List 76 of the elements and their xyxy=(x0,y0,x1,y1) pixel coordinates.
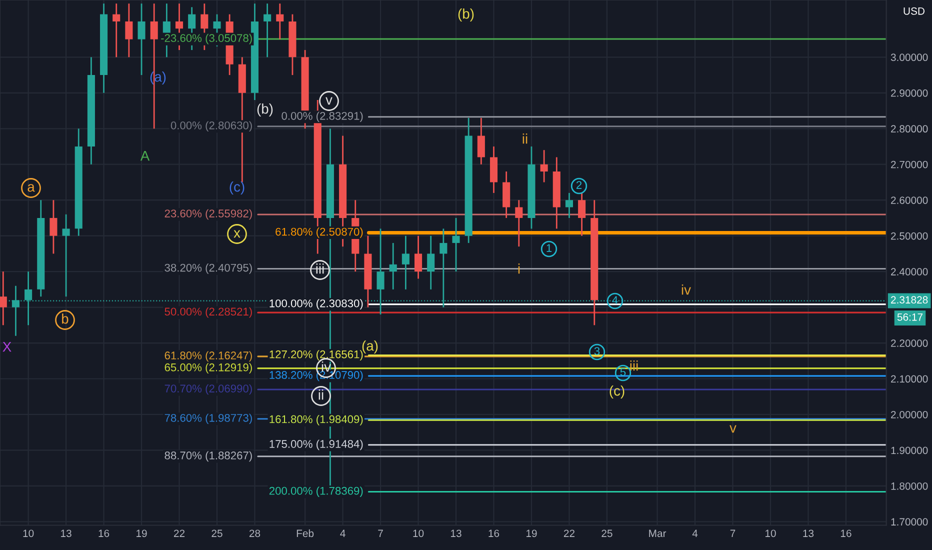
annotation: iv xyxy=(682,284,691,295)
annotation: (b) xyxy=(458,8,474,22)
x-tick-label: 16 xyxy=(98,530,110,538)
ref-line-label: 38.20% (2.40795) xyxy=(164,264,252,274)
y-tick-label: 2.60000 xyxy=(891,196,928,204)
ref-line-label: 161.80% (1.98409) xyxy=(270,414,363,426)
y-tick-label: 2.00000 xyxy=(891,410,928,418)
ref-line-label: 175.00% (1.91484) xyxy=(270,440,363,450)
annotation: 5 xyxy=(620,368,626,376)
annotation: i xyxy=(518,264,520,274)
ref-line-label: -23.60% (3.05078) xyxy=(161,34,252,44)
text: 56:17 xyxy=(897,313,923,321)
ref-line-label: 78.60% (1.98773) xyxy=(164,414,252,424)
ref-line-label: 50.00% (2.28521) xyxy=(164,307,252,318)
annotation: b xyxy=(62,314,68,324)
x-tick-label: 13 xyxy=(803,530,814,538)
y-tick-label: 1.70000 xyxy=(891,518,928,526)
annotation: 2 xyxy=(576,181,582,189)
x-tick-label: 4 xyxy=(692,530,698,537)
annotation: x xyxy=(234,230,240,238)
ref-line-label: 61.80% (2.50870) xyxy=(276,228,363,238)
ref-line-label: 0.00% (2.80630) xyxy=(170,121,252,132)
x-tick-label: 19 xyxy=(136,530,147,538)
x-tick-label: 16 xyxy=(840,530,852,538)
x-tick-label: 10 xyxy=(413,530,424,538)
x-tick-label: 22 xyxy=(564,530,574,537)
x-tick-label: 16 xyxy=(488,530,500,538)
ref-line-label: 23.60% (2.55982) xyxy=(164,209,252,220)
x-tick-label: 22 xyxy=(174,530,185,537)
y-tick-label: 2.20000 xyxy=(891,340,928,347)
x-tick-label: 13 xyxy=(451,530,462,538)
annotation: (a) xyxy=(362,340,378,354)
y-tick-label: 2.70000 xyxy=(891,160,928,168)
annotation: a xyxy=(28,184,35,192)
x-tick-label: 13 xyxy=(61,530,72,538)
text: USD xyxy=(904,7,924,15)
ref-line-label: 65.00% (2.12919) xyxy=(164,363,252,374)
x-tick-label: 25 xyxy=(212,530,222,538)
x-tick-label: 28 xyxy=(249,530,260,538)
ref-line-label: 127.20% (2.16561) xyxy=(270,350,363,360)
ref-line-label: 2.31828 xyxy=(891,296,928,304)
x-tick-label: 7 xyxy=(730,530,736,537)
ref-line-label: 61.80% (2.16247) xyxy=(164,351,252,362)
x-tick-label: 25 xyxy=(602,530,612,538)
annotation: X xyxy=(2,342,12,352)
x-tick-label: 4 xyxy=(340,530,346,537)
annotation: 4 xyxy=(612,296,618,304)
x-tick-label: 19 xyxy=(526,530,537,538)
x-tick-label: 10 xyxy=(23,530,34,538)
annotation: 3 xyxy=(594,347,600,355)
y-tick-label: 2.50000 xyxy=(891,232,928,240)
y-tick-label: 2.10000 xyxy=(891,375,928,383)
y-tick-label: 2.90000 xyxy=(891,89,928,97)
annotation: ii xyxy=(318,390,324,400)
y-tick-label: 2.80000 xyxy=(891,125,928,133)
ref-line-label: 138.20% (2.10790) xyxy=(270,370,363,382)
annotation: 1 xyxy=(546,244,552,252)
ref-line-label: 70.70% (2.06990) xyxy=(164,384,252,395)
ref-line-label: 88.70% (1.88267) xyxy=(164,451,252,462)
annotation: (b) xyxy=(257,104,273,116)
y-tick-label: 1.90000 xyxy=(891,446,928,454)
y-tick-label: 2.40000 xyxy=(891,268,928,276)
annotation: v xyxy=(730,425,736,433)
ref-line-label: 200.00% (1.78369) xyxy=(269,486,363,497)
x-tick-label: 10 xyxy=(765,530,776,538)
x-tick-label: Feb xyxy=(296,529,314,538)
ref-line-label: 0.00% (2.83291) xyxy=(282,112,363,122)
x-tick-label: Mar xyxy=(649,530,666,538)
annotation: (c) xyxy=(230,182,244,194)
annotation: ii xyxy=(522,134,528,144)
y-tick-label: 1.80000 xyxy=(891,482,928,490)
x-tick-label: 7 xyxy=(378,530,383,537)
ref-line-label: 100.00% (2.30830) xyxy=(270,299,363,310)
y-tick-label: 3.00000 xyxy=(890,54,928,62)
annotation: A xyxy=(140,151,150,161)
annotation: v xyxy=(326,97,332,105)
